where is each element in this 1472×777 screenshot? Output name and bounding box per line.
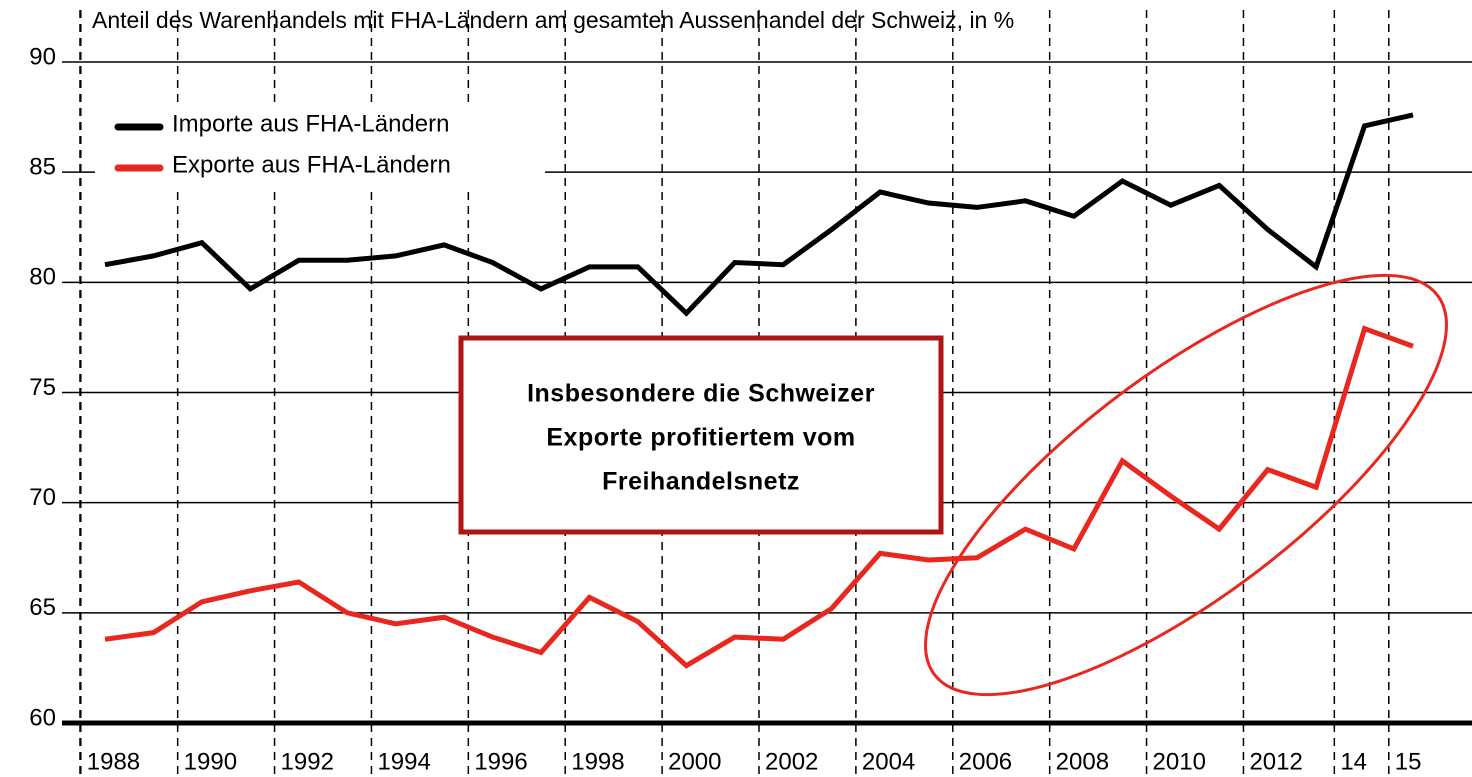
x-tick-label: 1996: [474, 748, 527, 775]
x-tick-label: 14: [1340, 748, 1367, 775]
y-tick-label: 90: [29, 43, 56, 70]
annotation-box: [458, 335, 944, 535]
x-tick-label: 2008: [1056, 748, 1109, 775]
x-tick-label: 2006: [959, 748, 1012, 775]
x-tick-label: 2004: [862, 748, 915, 775]
y-tick-label: 65: [29, 594, 56, 621]
y-tick-label: 80: [29, 264, 56, 291]
x-tick-label: 2012: [1249, 748, 1302, 775]
legend-label: Importe aus FHA-Ländern: [172, 110, 449, 137]
x-tick-label: 1998: [571, 748, 624, 775]
y-tick-label: 75: [29, 374, 56, 401]
x-tick-label: 2010: [1153, 748, 1206, 775]
x-tick-label: 1990: [184, 748, 237, 775]
x-tick-label: 2000: [668, 748, 721, 775]
data-line: [104, 325, 1414, 669]
x-tick-label: 1988: [87, 748, 140, 775]
y-tick-label: 70: [29, 484, 56, 511]
x-tick-label: 1994: [377, 748, 430, 775]
x-tick-label: 15: [1395, 748, 1422, 775]
y-tick-label: 60: [29, 704, 56, 731]
x-tick-label: 2002: [765, 748, 818, 775]
x-tick-label: 1992: [281, 748, 334, 775]
y-tick-label: 85: [29, 154, 56, 181]
legend-box: [95, 104, 545, 190]
annotation-text: Freihandelsnetz: [602, 468, 800, 496]
annotation-text: Insbesondere die Schweizer: [527, 380, 875, 408]
data-line: [104, 112, 1414, 317]
legend-label: Exporte aus FHA-Ländern: [172, 151, 451, 178]
highlight-ellipse: [924, 273, 1448, 697]
chart-title: Anteil des Warenhandels mit FHA-Ländern …: [92, 7, 1014, 33]
annotation-text: Exporte profitiertem vom: [546, 424, 855, 452]
